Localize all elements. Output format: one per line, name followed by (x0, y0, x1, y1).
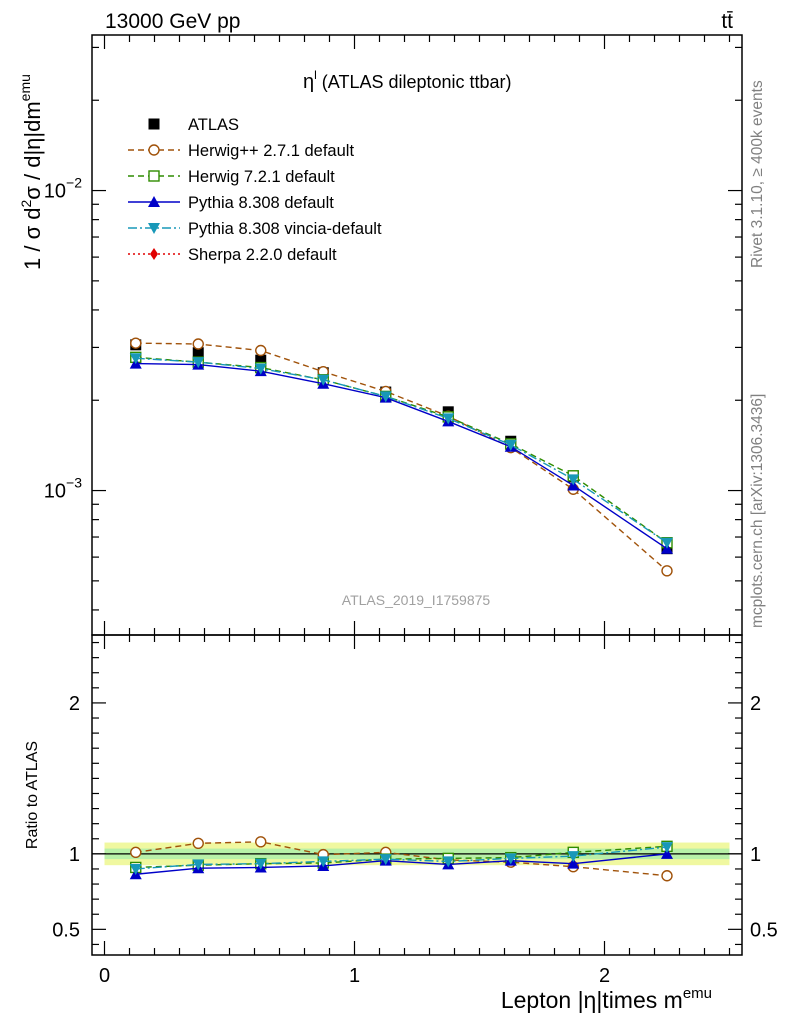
main-y-tick-label: 10−3 (44, 475, 82, 503)
ratio-data-point (255, 836, 267, 848)
legend-marker (148, 196, 160, 207)
ratio-y-tick-label-right: 0.5 (750, 919, 778, 941)
main-data-point (255, 354, 267, 366)
main-data-point (379, 391, 392, 403)
ratio-y-tick-label: 0.5 (52, 919, 80, 941)
x-tick-label: 2 (599, 965, 610, 987)
ratio-data-point (661, 847, 673, 859)
main-series-line (135, 357, 668, 544)
main-data-point (192, 357, 205, 369)
x-tick-label: 0 (99, 965, 110, 987)
ratio-data-point (567, 857, 580, 869)
ratio-y-axis-label: Ratio to ATLAS (24, 741, 41, 849)
main-series-line (135, 342, 668, 572)
legend-label: Herwig++ 2.7.1 default (188, 142, 354, 160)
ratio-data-point (567, 851, 580, 863)
legend-marker (148, 144, 160, 156)
ratio-y-tick-label: 2 (69, 693, 80, 715)
ratio-data-point (129, 863, 142, 875)
ratio-y-tick-label: 1 (69, 844, 80, 866)
legend-marker (148, 170, 160, 182)
plot-title: ηl (ATLAS dileptonic ttbar) (303, 68, 512, 93)
main-data-point (442, 413, 455, 425)
main-data-point (130, 337, 142, 349)
main-series-1 (130, 337, 673, 577)
main-series-3 (129, 357, 673, 554)
main-series-0 (130, 339, 673, 555)
legend-marker (148, 223, 160, 234)
ratio-data-point (130, 846, 142, 859)
x-axis-label: Lepton |η|times memu (501, 985, 712, 1013)
legend-entry: Sherpa 2.2.0 default (128, 246, 337, 264)
analysis-watermark: ATLAS_2019_I1759875 (342, 592, 491, 608)
main-y-axis-label: 1 / σ d2σ / d|η|dmemu (17, 74, 45, 270)
main-y-tick-label: 10−2 (44, 175, 82, 203)
main-data-point (192, 338, 204, 350)
main-series-line (135, 362, 668, 550)
process-label: tt̄ (721, 10, 733, 33)
x-tick-label: 1 (349, 965, 360, 987)
legend-label: Sherpa 2.2.0 default (188, 246, 337, 264)
legend-label: ATLAS (188, 116, 239, 134)
ratio-y-tick-label-right: 2 (750, 693, 761, 715)
legend-entry: ATLAS (148, 116, 239, 134)
legend-entry: Pythia 8.308 vincia-default (128, 220, 382, 238)
main-data-point (661, 537, 673, 549)
main-series-line (135, 356, 668, 544)
ratio-data-point (379, 854, 392, 866)
ratio-data-point (192, 837, 204, 850)
main-data-point (317, 374, 330, 386)
ratio-data-point (661, 870, 673, 882)
main-series-2 (130, 351, 673, 549)
legend-entry: Herwig 7.2.1 default (128, 168, 335, 186)
rivet-label: Rivet 3.1.10, ≥ 400k events (749, 80, 766, 268)
legend-label: Pythia 8.308 default (188, 194, 334, 212)
legend-label: Herwig 7.2.1 default (188, 168, 335, 186)
main-data-point (504, 439, 517, 451)
ratio-data-point (317, 856, 330, 868)
main-data-point (661, 565, 673, 577)
ratio-series-3 (129, 842, 673, 875)
main-data-point (192, 347, 204, 359)
collision-label: 13000 GeV pp (105, 10, 240, 33)
legend-marker (148, 118, 160, 130)
main-data-point (254, 363, 267, 375)
legend-label: Pythia 8.308 vincia-default (188, 220, 382, 238)
ratio-data-point (442, 856, 455, 868)
legend-entry: Pythia 8.308 default (128, 194, 334, 212)
legend-entry: Herwig++ 2.7.1 default (128, 142, 354, 160)
main-data-point (567, 474, 580, 486)
main-data-point (129, 353, 142, 365)
ratio-y-tick-label-right: 1 (750, 844, 761, 866)
ratio-data-point (254, 858, 267, 870)
ratio-data-point (504, 853, 517, 865)
ratio-plot-frame (91, 634, 743, 956)
main-data-point (255, 344, 267, 357)
main-series-4 (129, 353, 673, 549)
ratio-data-point (192, 859, 205, 871)
mcplots-label: mcplots.cern.ch [arXiv:1306.3436] (749, 394, 766, 628)
ratio-data-point (661, 842, 673, 854)
legend-marker (150, 248, 158, 260)
